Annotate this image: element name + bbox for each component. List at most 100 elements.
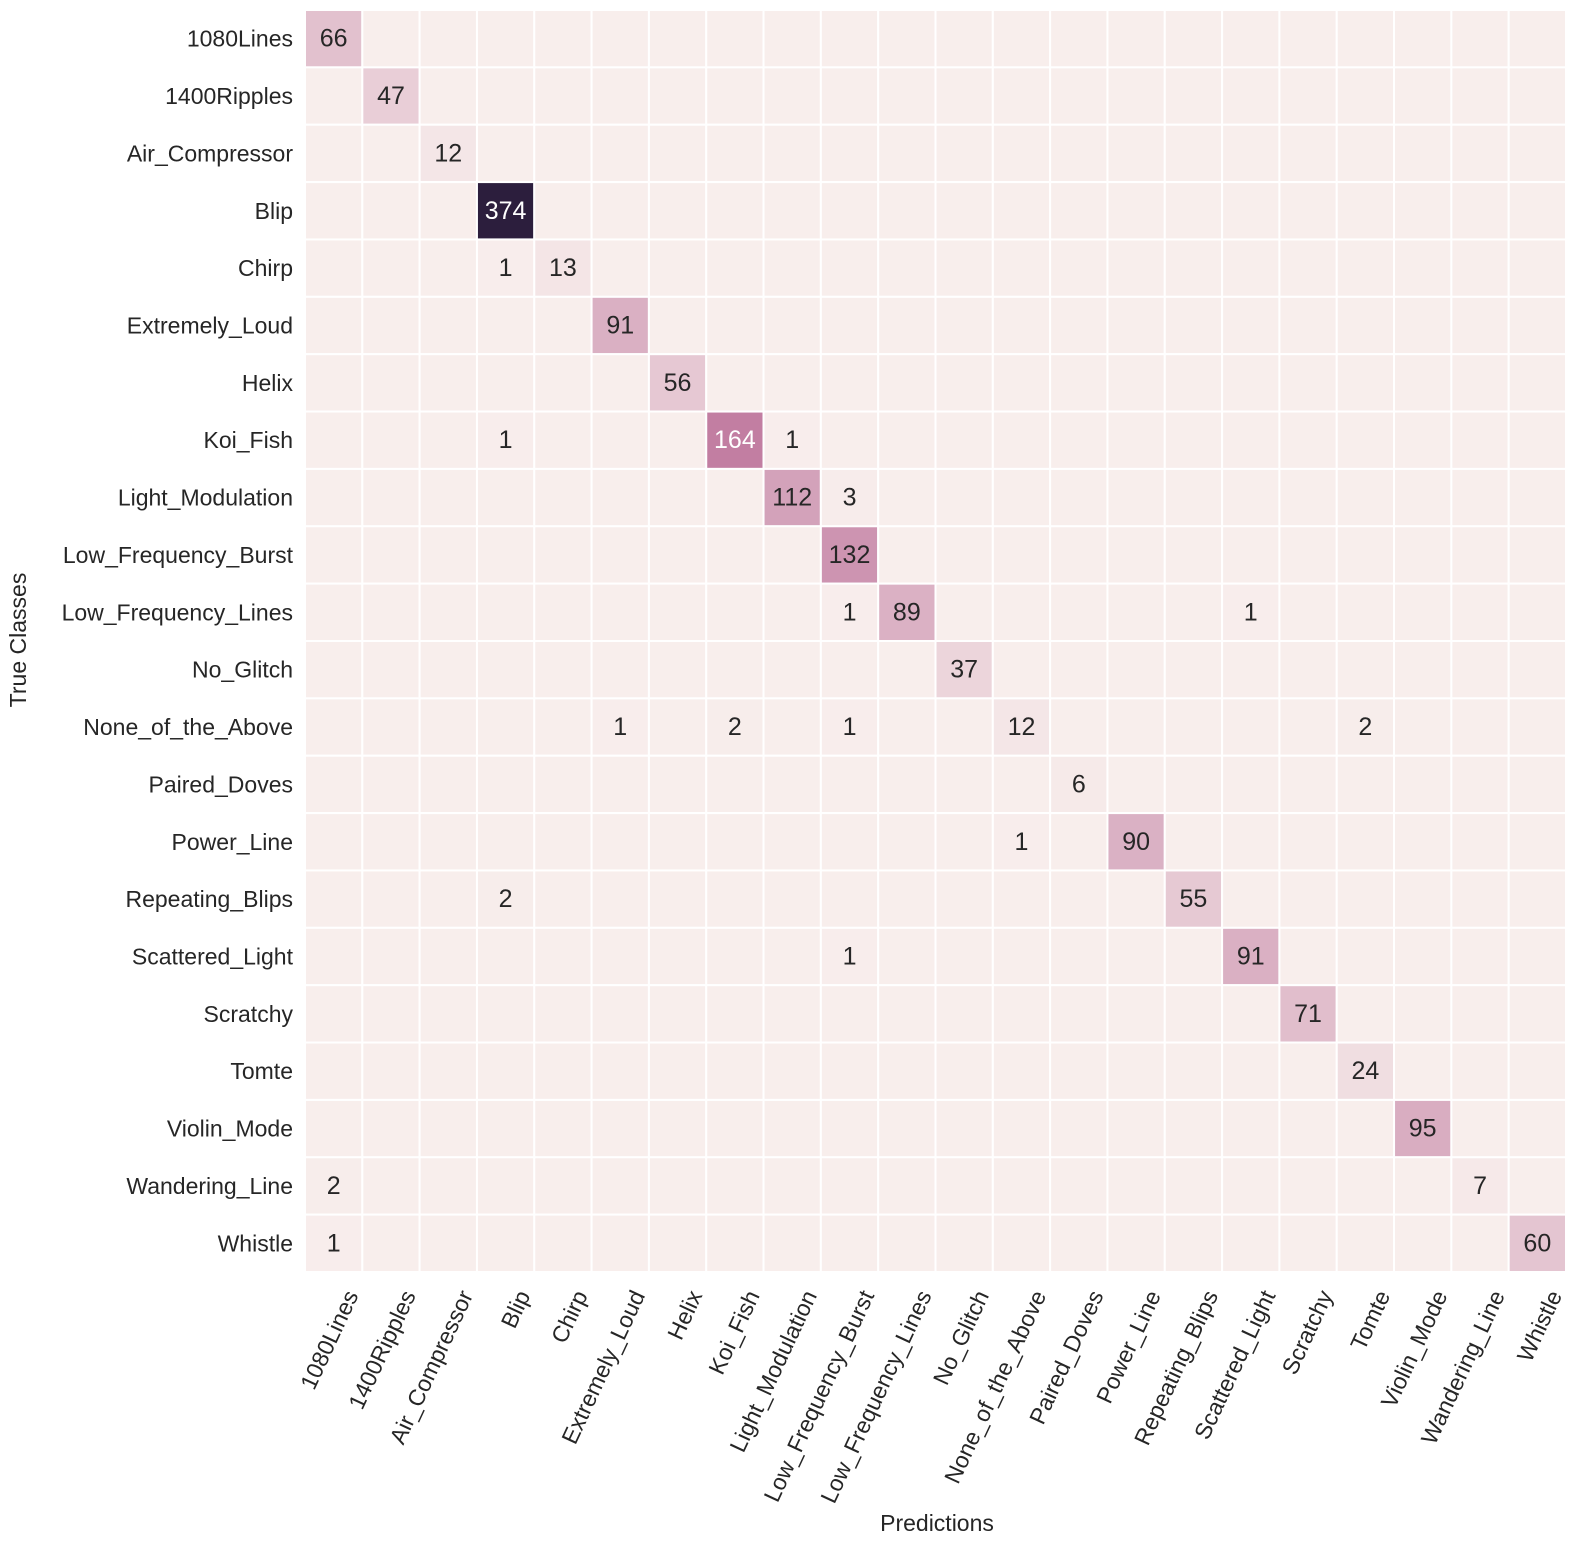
heatmap-cell: [418, 1156, 478, 1216]
heatmap-cell: [475, 123, 536, 184]
y-tick-label: No_Glitch: [192, 657, 293, 683]
heatmap-cell: [991, 984, 1052, 1044]
heatmap-cell: [991, 754, 1052, 815]
heatmap-cell: [762, 1098, 822, 1159]
heatmap-cell: [1106, 238, 1166, 298]
heatmap-cell: [1049, 984, 1109, 1044]
heatmap-cell: [819, 410, 880, 470]
heatmap-cell: [533, 1098, 593, 1159]
heatmap-cell: [991, 1098, 1052, 1159]
x-tick-label: Chirp: [546, 1286, 593, 1347]
heatmap-cell: [877, 1098, 937, 1159]
heatmap-cell: [1507, 1213, 1568, 1274]
y-tick-label: Violin_Mode: [167, 1116, 293, 1142]
heatmap-cell: [475, 582, 536, 643]
heatmap-cell: [705, 353, 765, 413]
heatmap-cell: [934, 984, 994, 1044]
heatmap-cell: [991, 926, 1052, 987]
heatmap-cell: [819, 1213, 880, 1274]
heatmap-cell: [934, 1098, 994, 1159]
heatmap-cell: [361, 984, 421, 1044]
heatmap-cell: [819, 238, 880, 298]
cell-value-label: 2: [728, 713, 742, 741]
heatmap-cell: [1335, 1098, 1396, 1159]
heatmap-cell: [1450, 1041, 1510, 1101]
heatmap-cell: [304, 1213, 364, 1274]
heatmap-cell: [533, 754, 593, 815]
heatmap-cell: [1221, 697, 1281, 757]
heatmap-cell: [1106, 295, 1166, 356]
heatmap-cell: [1450, 9, 1510, 69]
heatmap-cell: [1278, 123, 1338, 184]
heatmap-cell: [1221, 181, 1281, 241]
heatmap-cell: [361, 1156, 421, 1216]
heatmap-cell: [304, 926, 364, 987]
heatmap-cell: [1106, 353, 1166, 413]
heatmap-cell: [1507, 525, 1568, 585]
heatmap-cell: [1163, 697, 1224, 757]
heatmap-cell: [304, 238, 364, 298]
heatmap-cell: [1278, 1156, 1338, 1216]
cell-value-label: 47: [377, 82, 405, 110]
heatmap-cell: [647, 9, 708, 69]
heatmap-cell: [533, 812, 593, 872]
heatmap-cell: [705, 812, 765, 872]
heatmap-cell: [475, 1156, 536, 1216]
heatmap-cell: [1393, 869, 1453, 929]
heatmap-cell: [647, 582, 708, 643]
heatmap-cell: [934, 582, 994, 643]
y-tick-label: 1400Ripples: [165, 83, 293, 109]
heatmap-cell: [361, 926, 421, 987]
heatmap-cell: [647, 1156, 708, 1216]
heatmap-cell: [1163, 410, 1224, 470]
cell-value-label: 71: [1294, 1000, 1322, 1028]
heatmap-cell: [1507, 9, 1568, 69]
heatmap-cell: [934, 812, 994, 872]
heatmap-cell: [1393, 1098, 1453, 1159]
heatmap-cell: [705, 181, 765, 241]
heatmap-cell: [1163, 1098, 1224, 1159]
heatmap-cell: [1393, 1213, 1453, 1274]
heatmap-cell: [705, 640, 765, 700]
heatmap-cell: [934, 123, 994, 184]
cell-value-label: 13: [549, 254, 577, 282]
heatmap-cell: [1221, 926, 1281, 987]
heatmap-cell: [590, 410, 650, 470]
cell-value-label: 1: [1015, 828, 1029, 856]
heatmap-cell: [1393, 295, 1453, 356]
y-tick-label: Power_Line: [172, 829, 293, 855]
heatmap-cell: [304, 1098, 364, 1159]
heatmap-cell: [1335, 754, 1396, 815]
heatmap-cell: [590, 123, 650, 184]
heatmap-cell: [1507, 123, 1568, 184]
cell-value-label: 7: [1473, 1172, 1487, 1200]
heatmap-cell: [1049, 812, 1109, 872]
heatmap-cell: [1450, 525, 1510, 585]
cell-value-label: 1: [843, 943, 857, 971]
heatmap-cell: [647, 66, 708, 126]
heatmap-cell: [934, 869, 994, 929]
heatmap-cell: [1106, 181, 1166, 241]
heatmap-cell: [304, 123, 364, 184]
heatmap-cell: [1393, 812, 1453, 872]
heatmap-cell: [304, 754, 364, 815]
heatmap-cell: [533, 984, 593, 1044]
heatmap-cell: [590, 640, 650, 700]
heatmap-cell: [819, 812, 880, 872]
heatmap-cell: [877, 525, 937, 585]
heatmap-cell: [361, 181, 421, 241]
heatmap-cell: [533, 1213, 593, 1274]
heatmap-cell: [418, 181, 478, 241]
heatmap-cell: [1163, 1213, 1224, 1274]
heatmap-cell: [1106, 697, 1166, 757]
heatmap-cell: [1049, 525, 1109, 585]
heatmap-cell: [1163, 640, 1224, 700]
heatmap-cell: [1507, 295, 1568, 356]
heatmap-cell: [819, 1098, 880, 1159]
heatmap-cell: [533, 9, 593, 69]
heatmap-cell: [304, 869, 364, 929]
heatmap-cell: [590, 238, 650, 298]
heatmap-cell: [1221, 812, 1281, 872]
cell-value-label: 2: [1358, 713, 1372, 741]
heatmap-cell: [1278, 1041, 1338, 1101]
